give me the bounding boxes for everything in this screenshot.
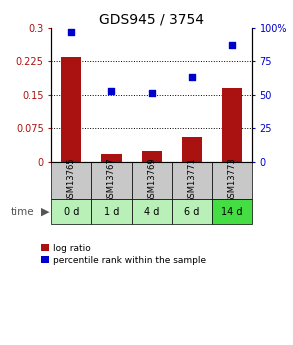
Text: ▶: ▶: [41, 207, 50, 217]
Text: 6 d: 6 d: [184, 207, 200, 217]
Bar: [212, 162, 252, 199]
Text: GSM13765: GSM13765: [67, 158, 76, 203]
Bar: [132, 162, 172, 199]
Bar: [51, 162, 91, 199]
Text: 14 d: 14 d: [221, 207, 243, 217]
Text: 0 d: 0 d: [64, 207, 79, 217]
Title: GDS945 / 3754: GDS945 / 3754: [99, 12, 204, 27]
Point: [109, 88, 114, 93]
Text: time: time: [10, 207, 34, 217]
Point: [230, 42, 234, 48]
Bar: [172, 199, 212, 224]
Legend: log ratio, percentile rank within the sample: log ratio, percentile rank within the sa…: [41, 244, 206, 265]
Bar: [222, 88, 242, 162]
Point: [149, 91, 154, 96]
Text: 1 d: 1 d: [104, 207, 119, 217]
Text: GSM13767: GSM13767: [107, 158, 116, 204]
Bar: [212, 199, 252, 224]
Text: 4 d: 4 d: [144, 207, 159, 217]
Bar: [91, 199, 132, 224]
Bar: [142, 151, 162, 162]
Point: [190, 75, 194, 80]
Point: [69, 29, 74, 34]
Bar: [91, 162, 132, 199]
Text: GSM13769: GSM13769: [147, 158, 156, 203]
Text: GSM13771: GSM13771: [187, 158, 196, 203]
Bar: [182, 137, 202, 162]
Bar: [132, 199, 172, 224]
Bar: [61, 57, 81, 162]
Bar: [51, 199, 91, 224]
Bar: [172, 162, 212, 199]
Text: GSM13773: GSM13773: [227, 158, 236, 204]
Bar: [101, 154, 122, 162]
